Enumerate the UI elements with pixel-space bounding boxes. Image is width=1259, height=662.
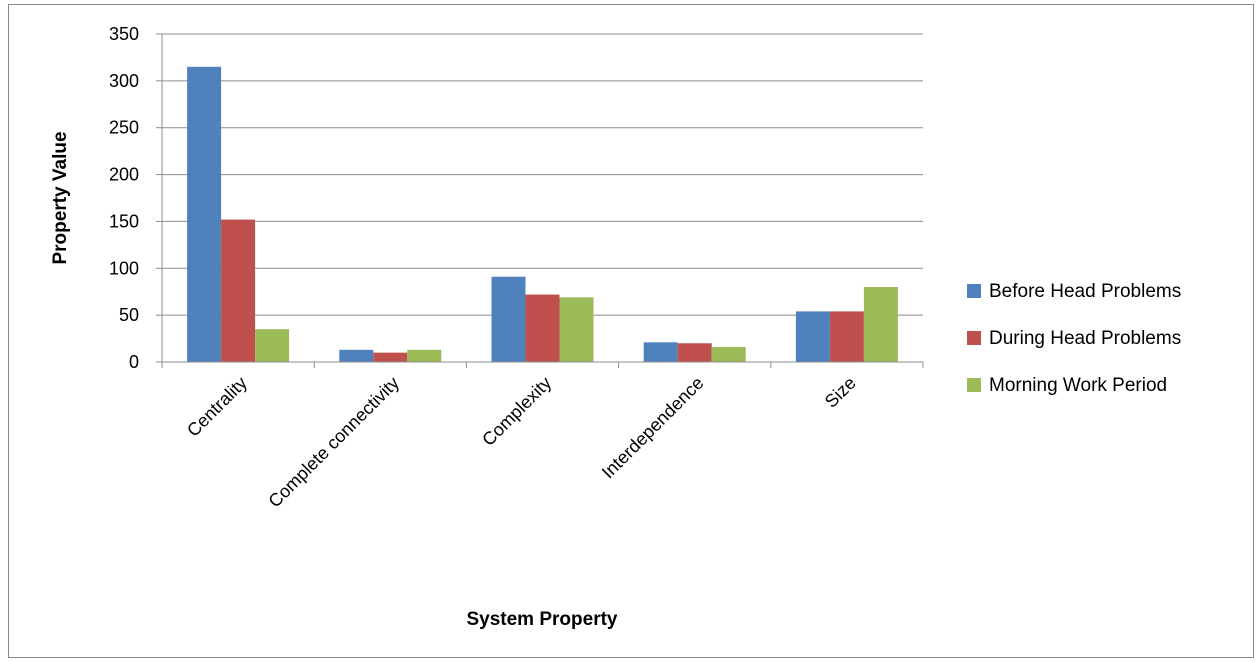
y-tick-label: 350 (109, 24, 139, 44)
legend-item: Morning Work Period (967, 375, 1167, 396)
x-category-label: Centrality (183, 373, 251, 441)
y-tick-label: 200 (109, 165, 139, 185)
axes (156, 33, 924, 368)
legend-label: Before Head Problems (989, 281, 1181, 302)
x-category-labels: Centrality Complete connectivity Complexit… (183, 373, 860, 512)
x-category-label: Complete connectivity (264, 373, 403, 512)
legend: Before Head Problems During Head Problems… (967, 281, 1181, 396)
y-tick-label: 150 (109, 211, 139, 231)
bar (829, 311, 864, 362)
bar (491, 276, 526, 362)
x-category-label: Complexity (478, 373, 555, 450)
y-axis-title: Property Value (50, 131, 71, 264)
y-tick-label: 0 (129, 352, 139, 372)
bar (795, 311, 830, 362)
y-tick-label: 250 (109, 118, 139, 138)
x-category-label: Interdependence (598, 373, 708, 483)
y-tick-labels: 0 50 100 150 200 250 300 350 (109, 24, 139, 372)
bar (525, 294, 560, 362)
bar-chart: 0 50 100 150 200 250 300 350 Centrality Complete… (50, 24, 1181, 630)
bar (255, 329, 290, 362)
legend-swatch (967, 331, 981, 345)
legend-swatch (967, 284, 981, 298)
bar (711, 347, 746, 362)
y-tick-label: 300 (109, 71, 139, 91)
bar (339, 349, 374, 362)
bar (407, 349, 442, 362)
y-tick-label: 100 (109, 258, 139, 278)
bar (373, 352, 408, 362)
legend-item: During Head Problems (967, 328, 1181, 349)
bar (221, 219, 256, 362)
y-tick-label: 50 (119, 305, 139, 325)
legend-label: During Head Problems (989, 328, 1181, 349)
legend-label: Morning Work Period (989, 375, 1167, 396)
bar (187, 66, 222, 363)
bars (187, 66, 898, 363)
bar (863, 287, 898, 362)
legend-swatch (967, 378, 981, 392)
chart-frame: 0 50 100 150 200 250 300 350 Centrality Complete… (8, 4, 1254, 658)
x-category-label: Size (821, 373, 860, 412)
bar (643, 342, 678, 362)
gridlines (162, 33, 923, 316)
x-axis-title: System Property (466, 609, 617, 630)
legend-item: Before Head Problems (967, 281, 1181, 302)
bar (559, 297, 594, 362)
bar (677, 343, 712, 362)
